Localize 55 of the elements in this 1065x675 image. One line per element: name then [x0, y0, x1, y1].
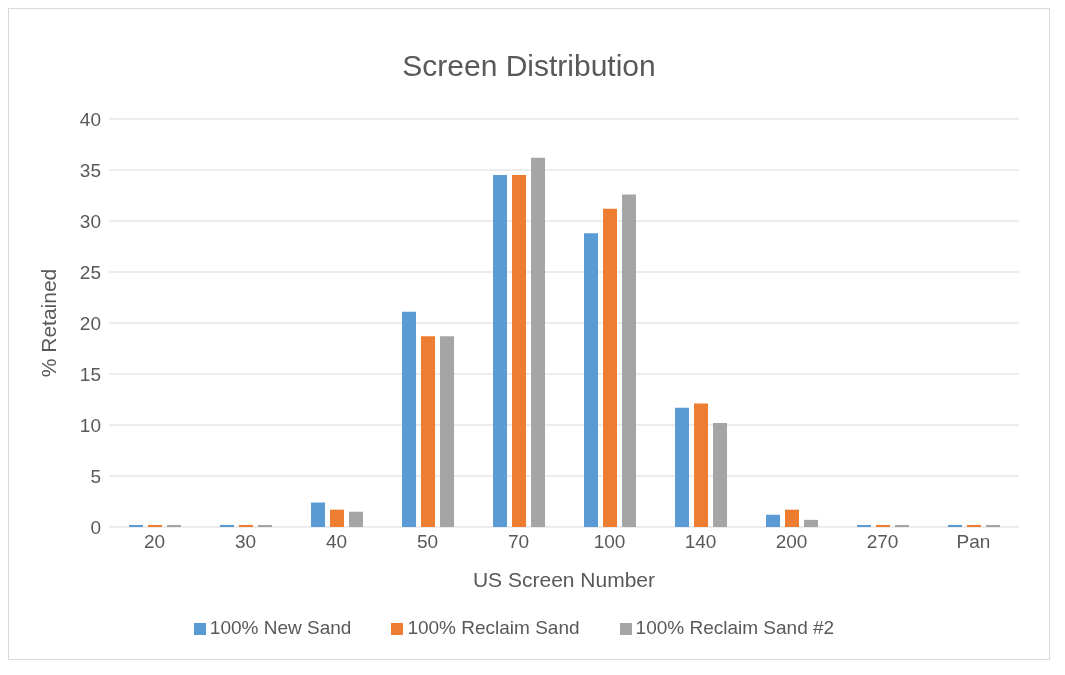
bar [220, 524, 235, 527]
bar [622, 194, 637, 527]
x-tick-label: 100 [593, 531, 626, 553]
x-tick-label: 270 [866, 531, 899, 553]
bar [311, 502, 326, 527]
bar [531, 157, 546, 527]
bar [967, 524, 982, 527]
bar [948, 524, 963, 527]
bar [766, 514, 781, 527]
x-tick-label: 40 [325, 531, 348, 553]
bar [402, 311, 417, 527]
bar [349, 511, 364, 527]
bar [785, 509, 800, 527]
bar [876, 524, 891, 527]
bar [895, 524, 910, 527]
bar [239, 524, 254, 527]
bar [493, 175, 508, 527]
bar [421, 336, 436, 527]
y-tick-label: 25 [79, 261, 101, 283]
chart-title: Screen Distribution [401, 48, 657, 84]
bar [603, 208, 618, 527]
legend-label: 100% Reclaim Sand #2 [635, 617, 835, 638]
x-tick-label: 140 [684, 531, 717, 553]
x-tick-label: 200 [775, 531, 808, 553]
y-tick-label: 30 [79, 210, 101, 232]
y-tick-label: 20 [79, 312, 101, 334]
x-tick-label: 20 [143, 531, 166, 553]
y-tick-label: 0 [90, 516, 101, 538]
bar [330, 509, 345, 527]
y-axis-title: % Retained [37, 268, 61, 378]
legend-label: 100% New Sand [209, 617, 352, 638]
bar [440, 336, 455, 527]
y-tick-label: 5 [90, 465, 101, 487]
bar [694, 403, 709, 527]
bar [167, 524, 182, 527]
x-tick-label: 50 [416, 531, 439, 553]
bar [512, 175, 527, 527]
x-tick-label: Pan [956, 531, 991, 553]
bar [584, 233, 599, 527]
x-axis-title: US Screen Number [472, 568, 656, 591]
bar [258, 524, 273, 527]
y-tick-label: 10 [79, 414, 101, 436]
legend-label: 100% Reclaim Sand [407, 617, 580, 638]
bar [675, 407, 690, 527]
bar [129, 524, 144, 527]
x-tick-label: 70 [507, 531, 530, 553]
y-tick-label: 40 [79, 108, 101, 130]
bar [857, 524, 872, 527]
bar [713, 422, 728, 527]
y-tick-label: 15 [79, 363, 101, 385]
bar [986, 524, 1001, 527]
bar [148, 524, 163, 527]
y-tick-label: 35 [79, 159, 101, 181]
bar [804, 519, 819, 527]
x-tick-label: 30 [234, 531, 257, 553]
